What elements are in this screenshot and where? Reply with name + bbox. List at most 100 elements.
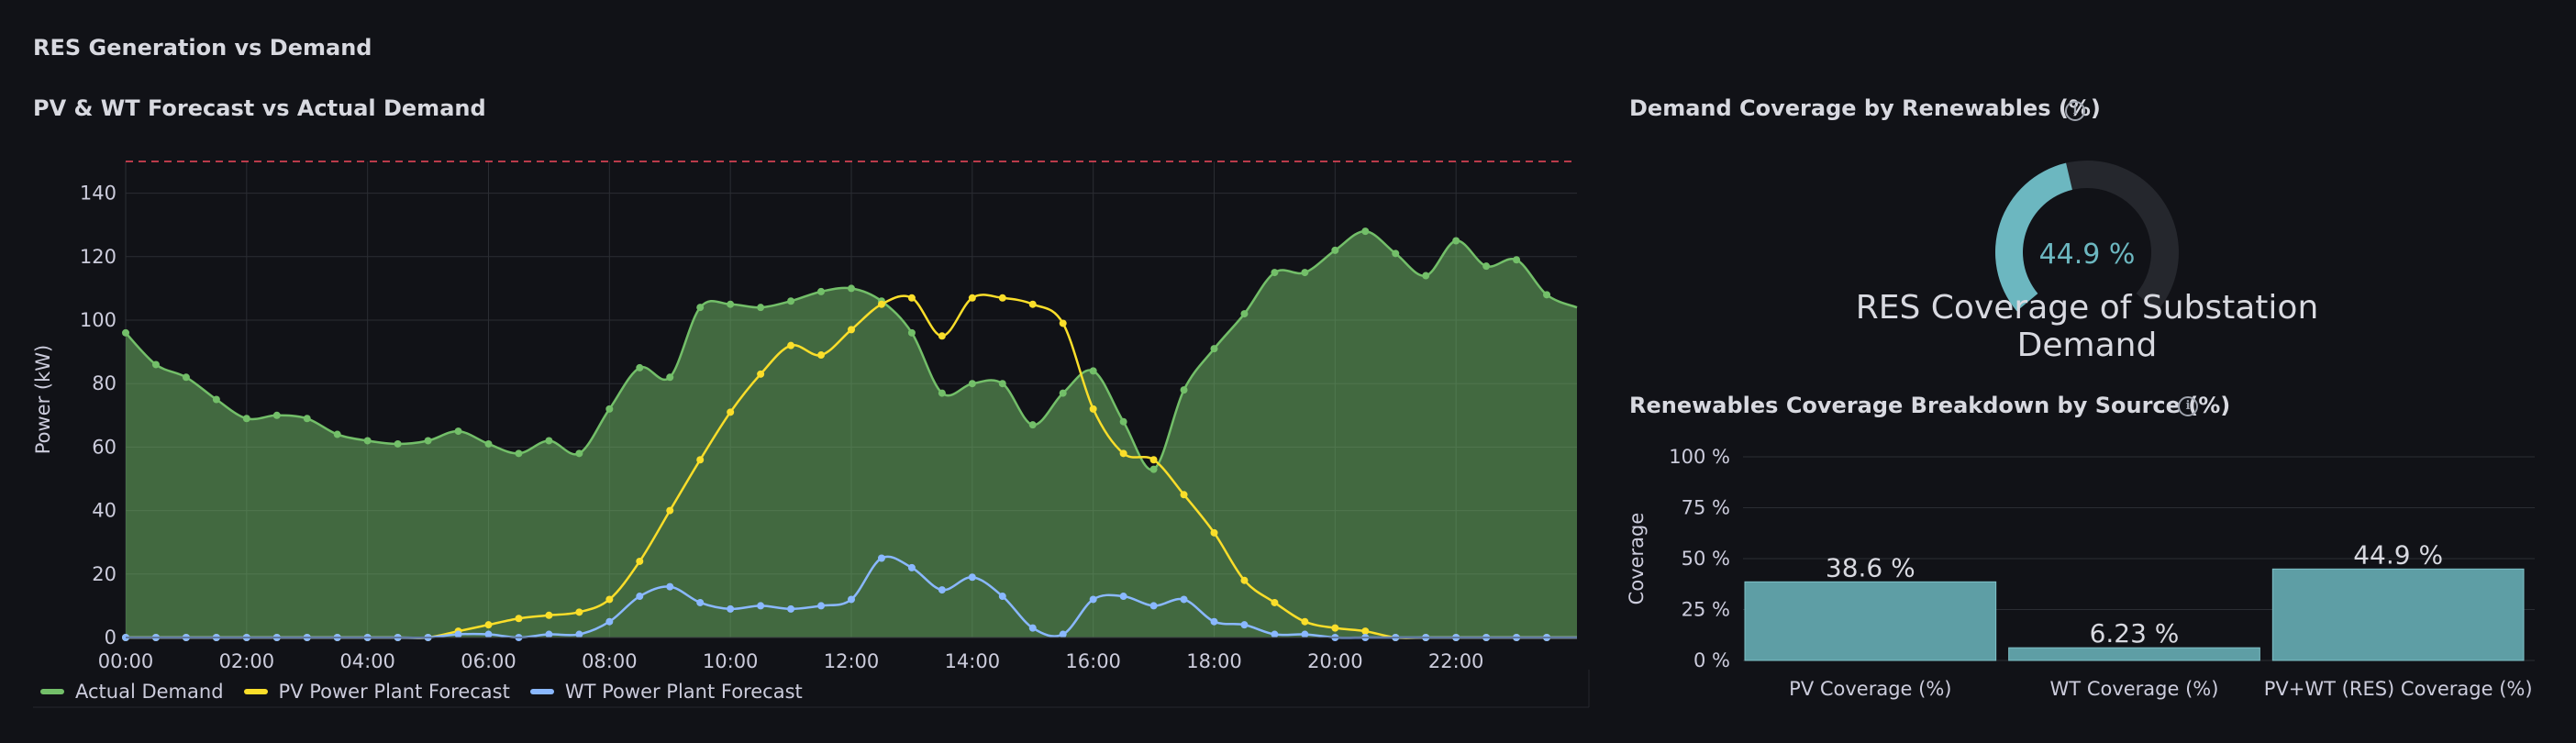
bar-panel-title[interactable]: Renewables Coverage Breakdown by Source … (1629, 393, 2231, 418)
series-point-0 (938, 389, 946, 397)
series-point-2 (1301, 630, 1309, 638)
series-point-2 (1240, 621, 1249, 629)
series-point-2 (1089, 595, 1097, 604)
series-point-1 (605, 595, 614, 604)
series-point-0 (727, 300, 735, 308)
series-point-2 (817, 602, 826, 610)
series-point-1 (1301, 617, 1309, 626)
gauge-value-arc (1995, 162, 2072, 312)
series-point-1 (1028, 300, 1037, 308)
series-point-2 (727, 604, 735, 613)
series-point-0 (1422, 272, 1430, 280)
coverage-bar-chart[interactable]: 0 % 25 % 50 % 75 % 100 % Coverage 38.6 % PV Cov… (1615, 431, 2569, 725)
row-title[interactable]: RES Generation vs Demand (33, 35, 372, 61)
series-point-1 (636, 557, 644, 565)
series-point-0 (1240, 310, 1249, 318)
series-point-2 (575, 630, 583, 638)
series-point-0 (424, 437, 432, 445)
series-area-0 (126, 231, 1577, 638)
legend-item-wt-forecast[interactable]: WT Power Plant Forecast (529, 681, 803, 703)
series-point-2 (848, 595, 855, 604)
timeseries-chart[interactable]: 0 20 40 60 80 100 120 140 00:00 02:00 04:00 06:00 08… (0, 0, 1596, 743)
x-tick-label: 22:00 (1428, 650, 1484, 672)
legend-label-demand: Actual Demand (75, 681, 224, 703)
series-point-0 (1513, 256, 1521, 264)
bar-y-tick-label: 0 % (1693, 649, 1730, 671)
bar-category-label: PV+WT (RES) Coverage (%) (2264, 678, 2533, 700)
bar (2008, 647, 2260, 661)
series-point-2 (998, 593, 1006, 601)
series-point-0 (575, 449, 583, 458)
series-point-1 (1361, 627, 1370, 636)
series-point-1 (817, 351, 826, 360)
series-point-0 (757, 304, 765, 312)
x-tick-label: 00:00 (98, 650, 154, 672)
series-point-0 (817, 287, 826, 295)
y-tick-label: 0 (105, 627, 117, 649)
series-point-0 (1180, 386, 1188, 394)
bar-y-tick-label: 50 % (1682, 548, 1730, 570)
legend-item-pv-forecast[interactable]: PV Power Plant Forecast (243, 681, 510, 703)
legend-label-wt: WT Power Plant Forecast (564, 681, 803, 703)
timeseries-panel-title[interactable]: PV & WT Forecast vs Actual Demand (33, 95, 486, 121)
legend-swatch-wt (529, 689, 554, 694)
bar (1744, 581, 1997, 661)
x-tick-label: 14:00 (945, 650, 1001, 672)
series-point-1 (1240, 576, 1249, 584)
series-point-0 (122, 328, 129, 337)
series-point-2 (877, 554, 885, 562)
legend-swatch-pv (243, 689, 268, 694)
series-point-0 (1452, 237, 1460, 245)
series-point-0 (1119, 417, 1127, 426)
series-point-1 (727, 408, 735, 416)
series-point-2 (1028, 624, 1037, 632)
y-axis-label: Power (kW) (32, 345, 54, 454)
x-tick-label: 02:00 (219, 650, 275, 672)
x-tick-label: 08:00 (582, 650, 638, 672)
series-point-1 (757, 370, 765, 378)
series-point-2 (907, 563, 916, 571)
bar-value-label: 38.6 % (1826, 552, 1915, 582)
series-point-1 (575, 608, 583, 616)
series-point-2 (757, 602, 765, 610)
series-point-1 (787, 341, 795, 349)
info-circle-icon[interactable]: i (2065, 101, 2085, 121)
series-point-2 (636, 593, 644, 601)
x-tick-label: 20:00 (1307, 650, 1363, 672)
series-point-2 (1271, 630, 1279, 638)
bar-y-axis-label: Coverage (1626, 513, 1648, 605)
series-point-1 (998, 294, 1006, 302)
coverage-gauge: 44.9 % (1995, 161, 2179, 312)
info-circle-icon[interactable]: i (2178, 396, 2198, 416)
series-point-1 (666, 506, 674, 515)
gauge-panel-title[interactable]: Demand Coverage by Renewables (%) (1629, 95, 2101, 121)
series-point-0 (1392, 250, 1400, 258)
y-tick-label: 100 (80, 309, 117, 331)
series-point-0 (968, 380, 976, 388)
bar-value-label: 44.9 % (2353, 539, 2443, 570)
series-point-2 (1119, 593, 1127, 601)
series-point-0 (272, 411, 281, 419)
bar-y-tick-label: 100 % (1669, 446, 1730, 468)
series-point-1 (1089, 405, 1097, 413)
series-point-0 (1149, 465, 1158, 473)
series-point-0 (151, 360, 160, 369)
series-point-2 (938, 586, 946, 594)
series-point-2 (1180, 595, 1188, 604)
series-point-1 (848, 326, 855, 334)
x-tick-label: 18:00 (1186, 650, 1242, 672)
series-point-2 (484, 630, 493, 638)
series-point-0 (1301, 269, 1309, 277)
series-point-0 (998, 380, 1006, 388)
legend-item-actual-demand[interactable]: Actual Demand (40, 681, 224, 703)
series-point-1 (545, 611, 553, 619)
series-point-0 (1271, 269, 1279, 277)
series-point-1 (938, 332, 946, 340)
bar (2271, 568, 2525, 661)
series-point-0 (484, 439, 493, 448)
series-point-2 (1059, 630, 1067, 638)
series-point-0 (696, 304, 705, 312)
y-tick-label: 60 (92, 436, 117, 458)
series-point-1 (877, 300, 885, 308)
series-point-2 (454, 630, 462, 638)
